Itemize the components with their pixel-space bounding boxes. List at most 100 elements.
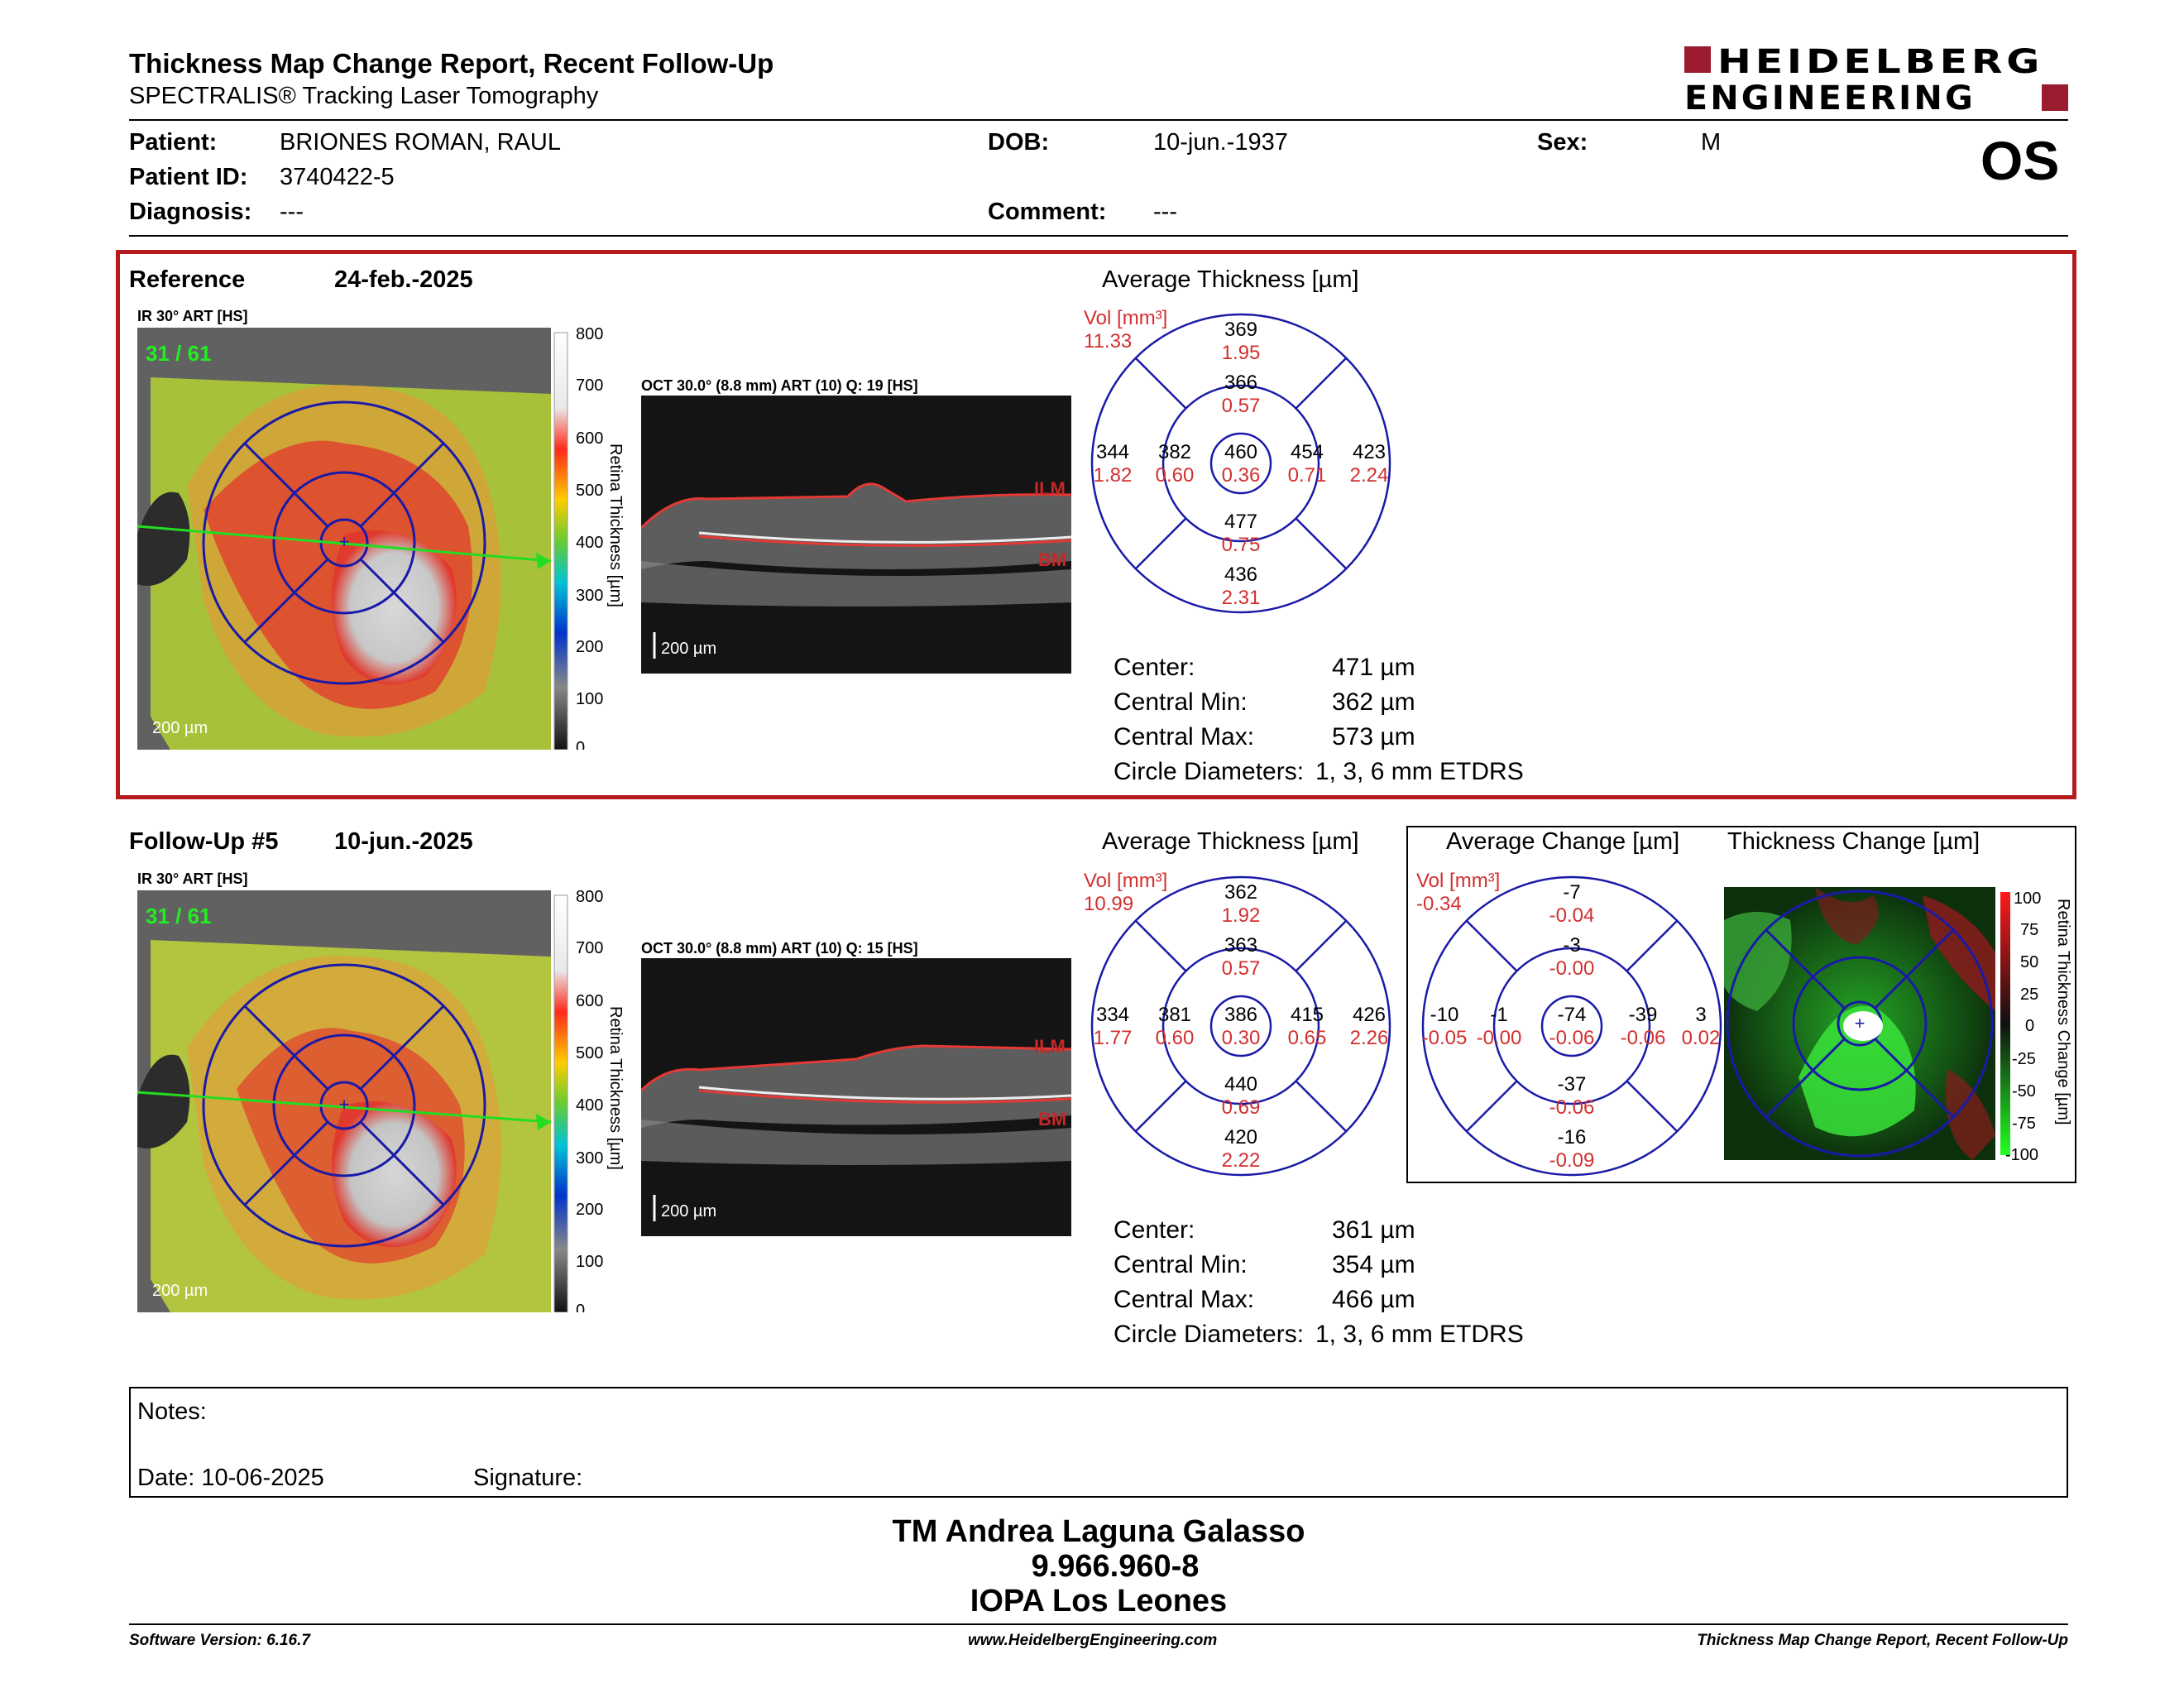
- chg-outer-inf-thickness: -16: [1558, 1126, 1587, 1149]
- ref-diam-value: 1, 3, 6 mm ETDRS: [1315, 758, 1524, 785]
- followup-thickness-map: + 31 / 61 200 µm 800 700 600 500 400 300 200…: [137, 890, 625, 1312]
- ref-diam-label: Circle Diameters:: [1114, 758, 1305, 785]
- followup-oct-scale: 200 µm: [661, 1202, 716, 1220]
- chg-inner-sup-volume: -0.00: [1549, 957, 1595, 980]
- fu-outer-sup-thickness: 362: [1224, 881, 1257, 904]
- dob-value: 10-jun.-1937: [1153, 129, 1288, 156]
- ref-outer-sup-volume: 1.95: [1222, 342, 1261, 364]
- ref-min-label: Central Min:: [1114, 688, 1248, 716]
- fu-inner-sup-thickness: 363: [1224, 934, 1257, 957]
- signer-id: 9.966.960-8: [1031, 1549, 1200, 1584]
- fu-inner-right-thickness: 415: [1291, 1004, 1324, 1026]
- dob-label: DOB:: [988, 129, 1050, 156]
- reference-avg-title: Average Thickness [µm]: [1102, 266, 1359, 293]
- change-box: [1406, 826, 2076, 1183]
- thickness-change-title: Thickness Change [µm]: [1727, 828, 1980, 855]
- svg-text:+: +: [339, 531, 350, 552]
- chg-outer-inf-volume: -0.09: [1549, 1149, 1595, 1172]
- chg-inner-right-thickness: -39: [1629, 1004, 1658, 1026]
- svg-text:800: 800: [576, 890, 603, 906]
- followup-oct-label: OCT 30.0° (8.8 mm) ART (10) Q: 15 [HS]: [641, 940, 918, 957]
- fu-outer-sup-volume: 1.92: [1222, 904, 1261, 927]
- reference-vol-label: Vol [mm³]: [1084, 307, 1167, 329]
- followup-label: Follow-Up #5: [129, 828, 279, 855]
- ref-center-label: Center:: [1114, 654, 1195, 681]
- fu-max-value: 466 µm: [1332, 1286, 1415, 1313]
- fu-max-label: Central Max:: [1114, 1286, 1255, 1313]
- svg-text:-75: -75: [2012, 1115, 2036, 1133]
- fu-diam-value: 1, 3, 6 mm ETDRS: [1315, 1321, 1524, 1348]
- ref-max-value: 573 µm: [1332, 723, 1415, 750]
- logo-line1: HEIDELBERG: [1717, 43, 2044, 81]
- fu-inner-right-volume: 0.65: [1288, 1027, 1327, 1049]
- svg-text:100: 100: [2014, 890, 2041, 908]
- signer-org: IOPA Los Leones: [970, 1584, 1228, 1618]
- eye-label: OS: [1980, 130, 2060, 191]
- followup-colorbar-title: Retina Thickness [µm]: [606, 1006, 625, 1170]
- signature-label: Signature:: [473, 1465, 583, 1491]
- svg-text:-100: -100: [2005, 1146, 2038, 1164]
- software-version: Software Version: 6.16.7: [129, 1632, 310, 1649]
- fu-inner-sup-volume: 0.57: [1222, 957, 1261, 980]
- chg-outer-sup-thickness: -7: [1563, 881, 1580, 904]
- notes-box[interactable]: Notes: Date: 10-06-2025 Signature:: [129, 1387, 2068, 1498]
- fu-center-label: Center:: [1114, 1216, 1195, 1244]
- footer-report-name: Thickness Map Change Report, Recent Foll…: [1697, 1632, 2068, 1649]
- reference-oct-scale: 200 µm: [661, 640, 716, 658]
- svg-text:100: 100: [576, 690, 603, 708]
- ref-inner-left-volume: 0.60: [1156, 464, 1195, 487]
- followup-oct-bscan: ILM BM 200 µm: [641, 958, 1071, 1236]
- patient-name: BRIONES ROMAN, RAUL: [280, 129, 561, 156]
- reference-etdrs-grid: Vol [mm³] 11.33 369 1.95 366 0.57 460 0.…: [1084, 307, 1391, 614]
- followup-vol-label: Vol [mm³]: [1084, 870, 1167, 892]
- fu-center-thickness: 386: [1224, 1004, 1257, 1026]
- patient-id-label: Patient ID:: [129, 164, 248, 190]
- change-avg-title: Average Change [µm]: [1446, 828, 1680, 855]
- ref-inner-sup-thickness: 366: [1224, 372, 1257, 394]
- svg-text:300: 300: [576, 1149, 603, 1168]
- ref-max-label: Central Max:: [1114, 723, 1255, 750]
- svg-text:100: 100: [576, 1253, 603, 1271]
- ref-outer-left-volume: 1.82: [1094, 464, 1133, 487]
- fu-inner-inf-thickness: 440: [1224, 1073, 1257, 1096]
- change-vol-total: -0.34: [1416, 893, 1462, 915]
- chg-outer-sup-volume: -0.04: [1549, 904, 1595, 927]
- fu-center-value: 361 µm: [1332, 1216, 1415, 1244]
- reference-vol-total: 11.33: [1084, 330, 1132, 352]
- sex-value: M: [1701, 129, 1722, 156]
- comment-label: Comment:: [988, 199, 1107, 225]
- heidelberg-logo: HEIDELBERG ENGINEERING: [1684, 43, 2068, 117]
- website-link[interactable]: www.HeidelbergEngineering.com: [968, 1632, 1218, 1649]
- svg-text:0: 0: [576, 1302, 585, 1312]
- comment-value: ---: [1153, 199, 1177, 225]
- ref-inner-right-volume: 0.71: [1288, 464, 1327, 487]
- sex-label: Sex:: [1537, 129, 1588, 156]
- svg-text:700: 700: [576, 376, 603, 395]
- followup-etdrs-grid: Vol [mm³] 10.99 362 1.92 363 0.57 386 0.…: [1084, 870, 1391, 1177]
- svg-text:500: 500: [576, 482, 603, 500]
- ref-inner-sup-volume: 0.57: [1222, 395, 1261, 417]
- reference-bm-label: BM: [1038, 549, 1066, 570]
- diagnosis-label: Diagnosis:: [129, 199, 252, 225]
- reference-ilm-label: ILM: [1034, 478, 1066, 499]
- svg-text:+: +: [1855, 1013, 1866, 1033]
- svg-text:25: 25: [2020, 985, 2038, 1004]
- reference-frame-counter: 31 / 61: [146, 341, 212, 366]
- svg-text:0: 0: [2025, 1017, 2034, 1035]
- fu-min-value: 354 µm: [1332, 1251, 1415, 1278]
- followup-frame-counter: 31 / 61: [146, 904, 212, 928]
- ref-outer-inf-volume: 2.31: [1222, 587, 1261, 609]
- chg-center-thickness: -74: [1558, 1004, 1587, 1026]
- followup-fundus-scale: 200 µm: [152, 1282, 208, 1300]
- svg-text:200: 200: [576, 1201, 603, 1219]
- svg-text:0: 0: [576, 739, 585, 750]
- fu-outer-right-volume: 2.26: [1350, 1027, 1389, 1049]
- logo-line2: ENGINEERING: [1684, 79, 1976, 117]
- svg-text:75: 75: [2020, 921, 2038, 939]
- fu-center-volume: 0.30: [1222, 1027, 1261, 1049]
- change-vol-label: Vol [mm³]: [1416, 870, 1500, 892]
- svg-text:50: 50: [2020, 953, 2038, 971]
- chg-inner-right-volume: -0.06: [1621, 1027, 1666, 1049]
- signer-name: TM Andrea Laguna Galasso: [892, 1514, 1305, 1549]
- reference-colorbar-title: Retina Thickness [µm]: [606, 444, 625, 607]
